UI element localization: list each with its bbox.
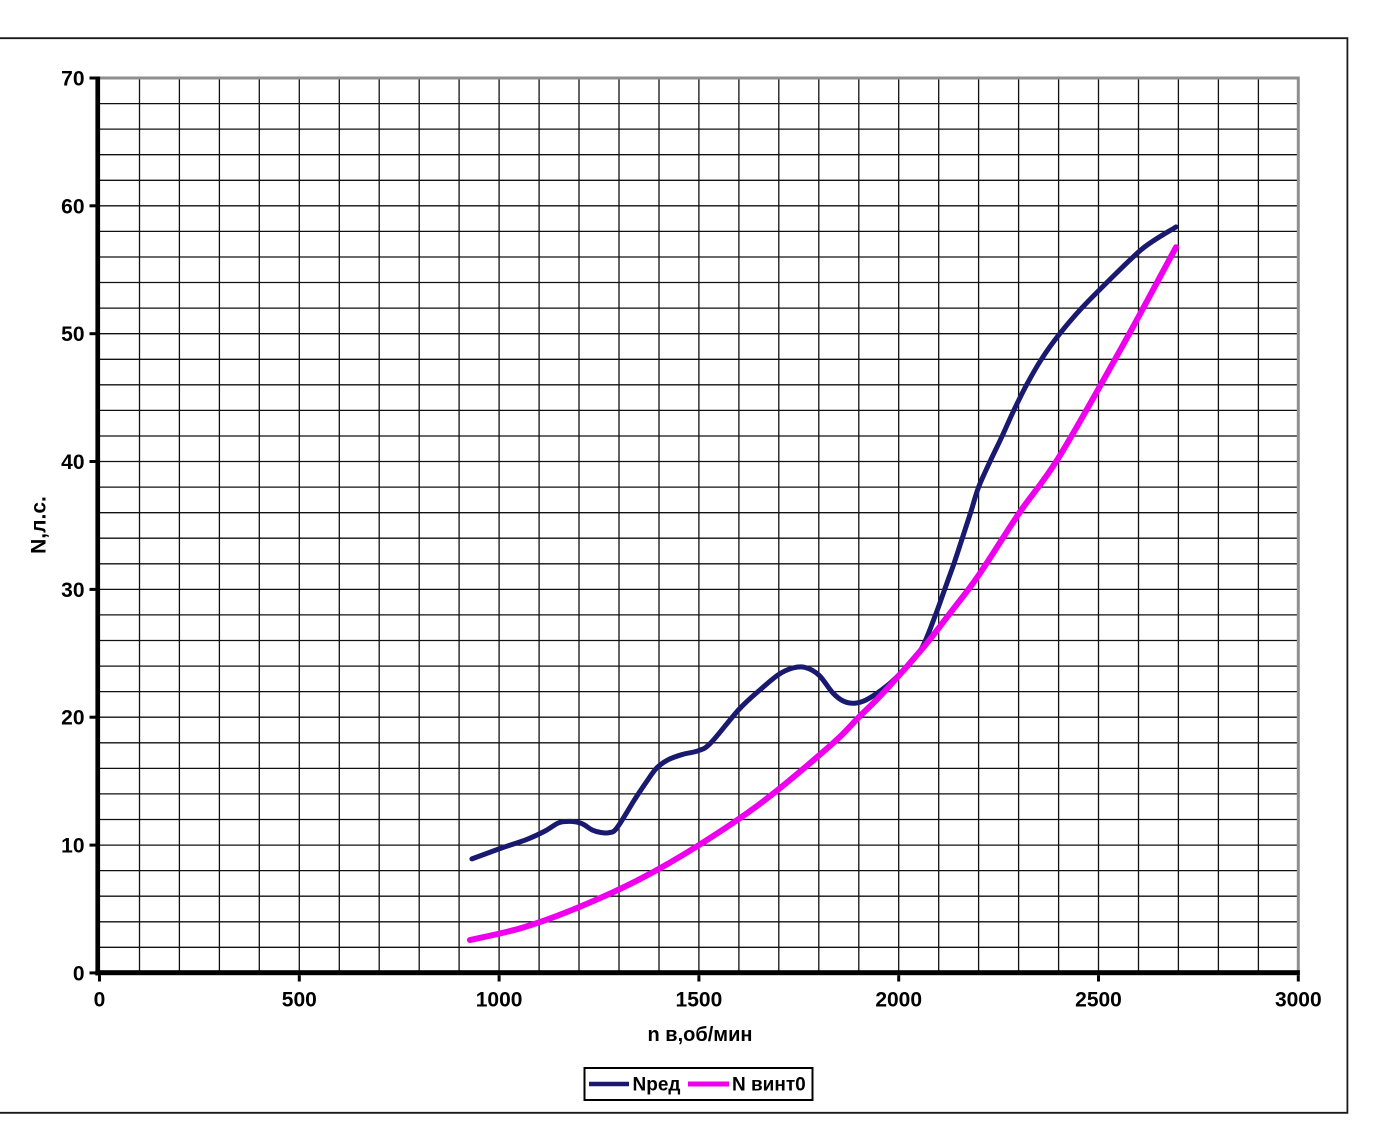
svg-text:0: 0: [94, 989, 106, 1012]
svg-text:500: 500: [282, 989, 317, 1012]
svg-text:2000: 2000: [875, 989, 922, 1012]
svg-text:70: 70: [61, 68, 84, 91]
svg-text:N винт0: N винт0: [732, 1075, 806, 1096]
svg-text:Nред: Nред: [633, 1075, 681, 1096]
svg-text:n в,об/мин: n в,об/мин: [648, 1024, 753, 1046]
svg-text:30: 30: [61, 579, 84, 602]
svg-text:0: 0: [73, 962, 85, 985]
svg-text:N,л.с.: N,л.с.: [28, 496, 51, 554]
svg-text:1500: 1500: [676, 989, 723, 1012]
svg-text:20: 20: [61, 707, 84, 730]
svg-text:60: 60: [61, 195, 84, 218]
svg-text:2500: 2500: [1075, 989, 1122, 1012]
svg-text:50: 50: [61, 323, 84, 346]
svg-text:3000: 3000: [1275, 989, 1322, 1012]
svg-text:1000: 1000: [476, 989, 523, 1012]
svg-text:40: 40: [61, 451, 84, 474]
svg-text:10: 10: [61, 835, 84, 858]
